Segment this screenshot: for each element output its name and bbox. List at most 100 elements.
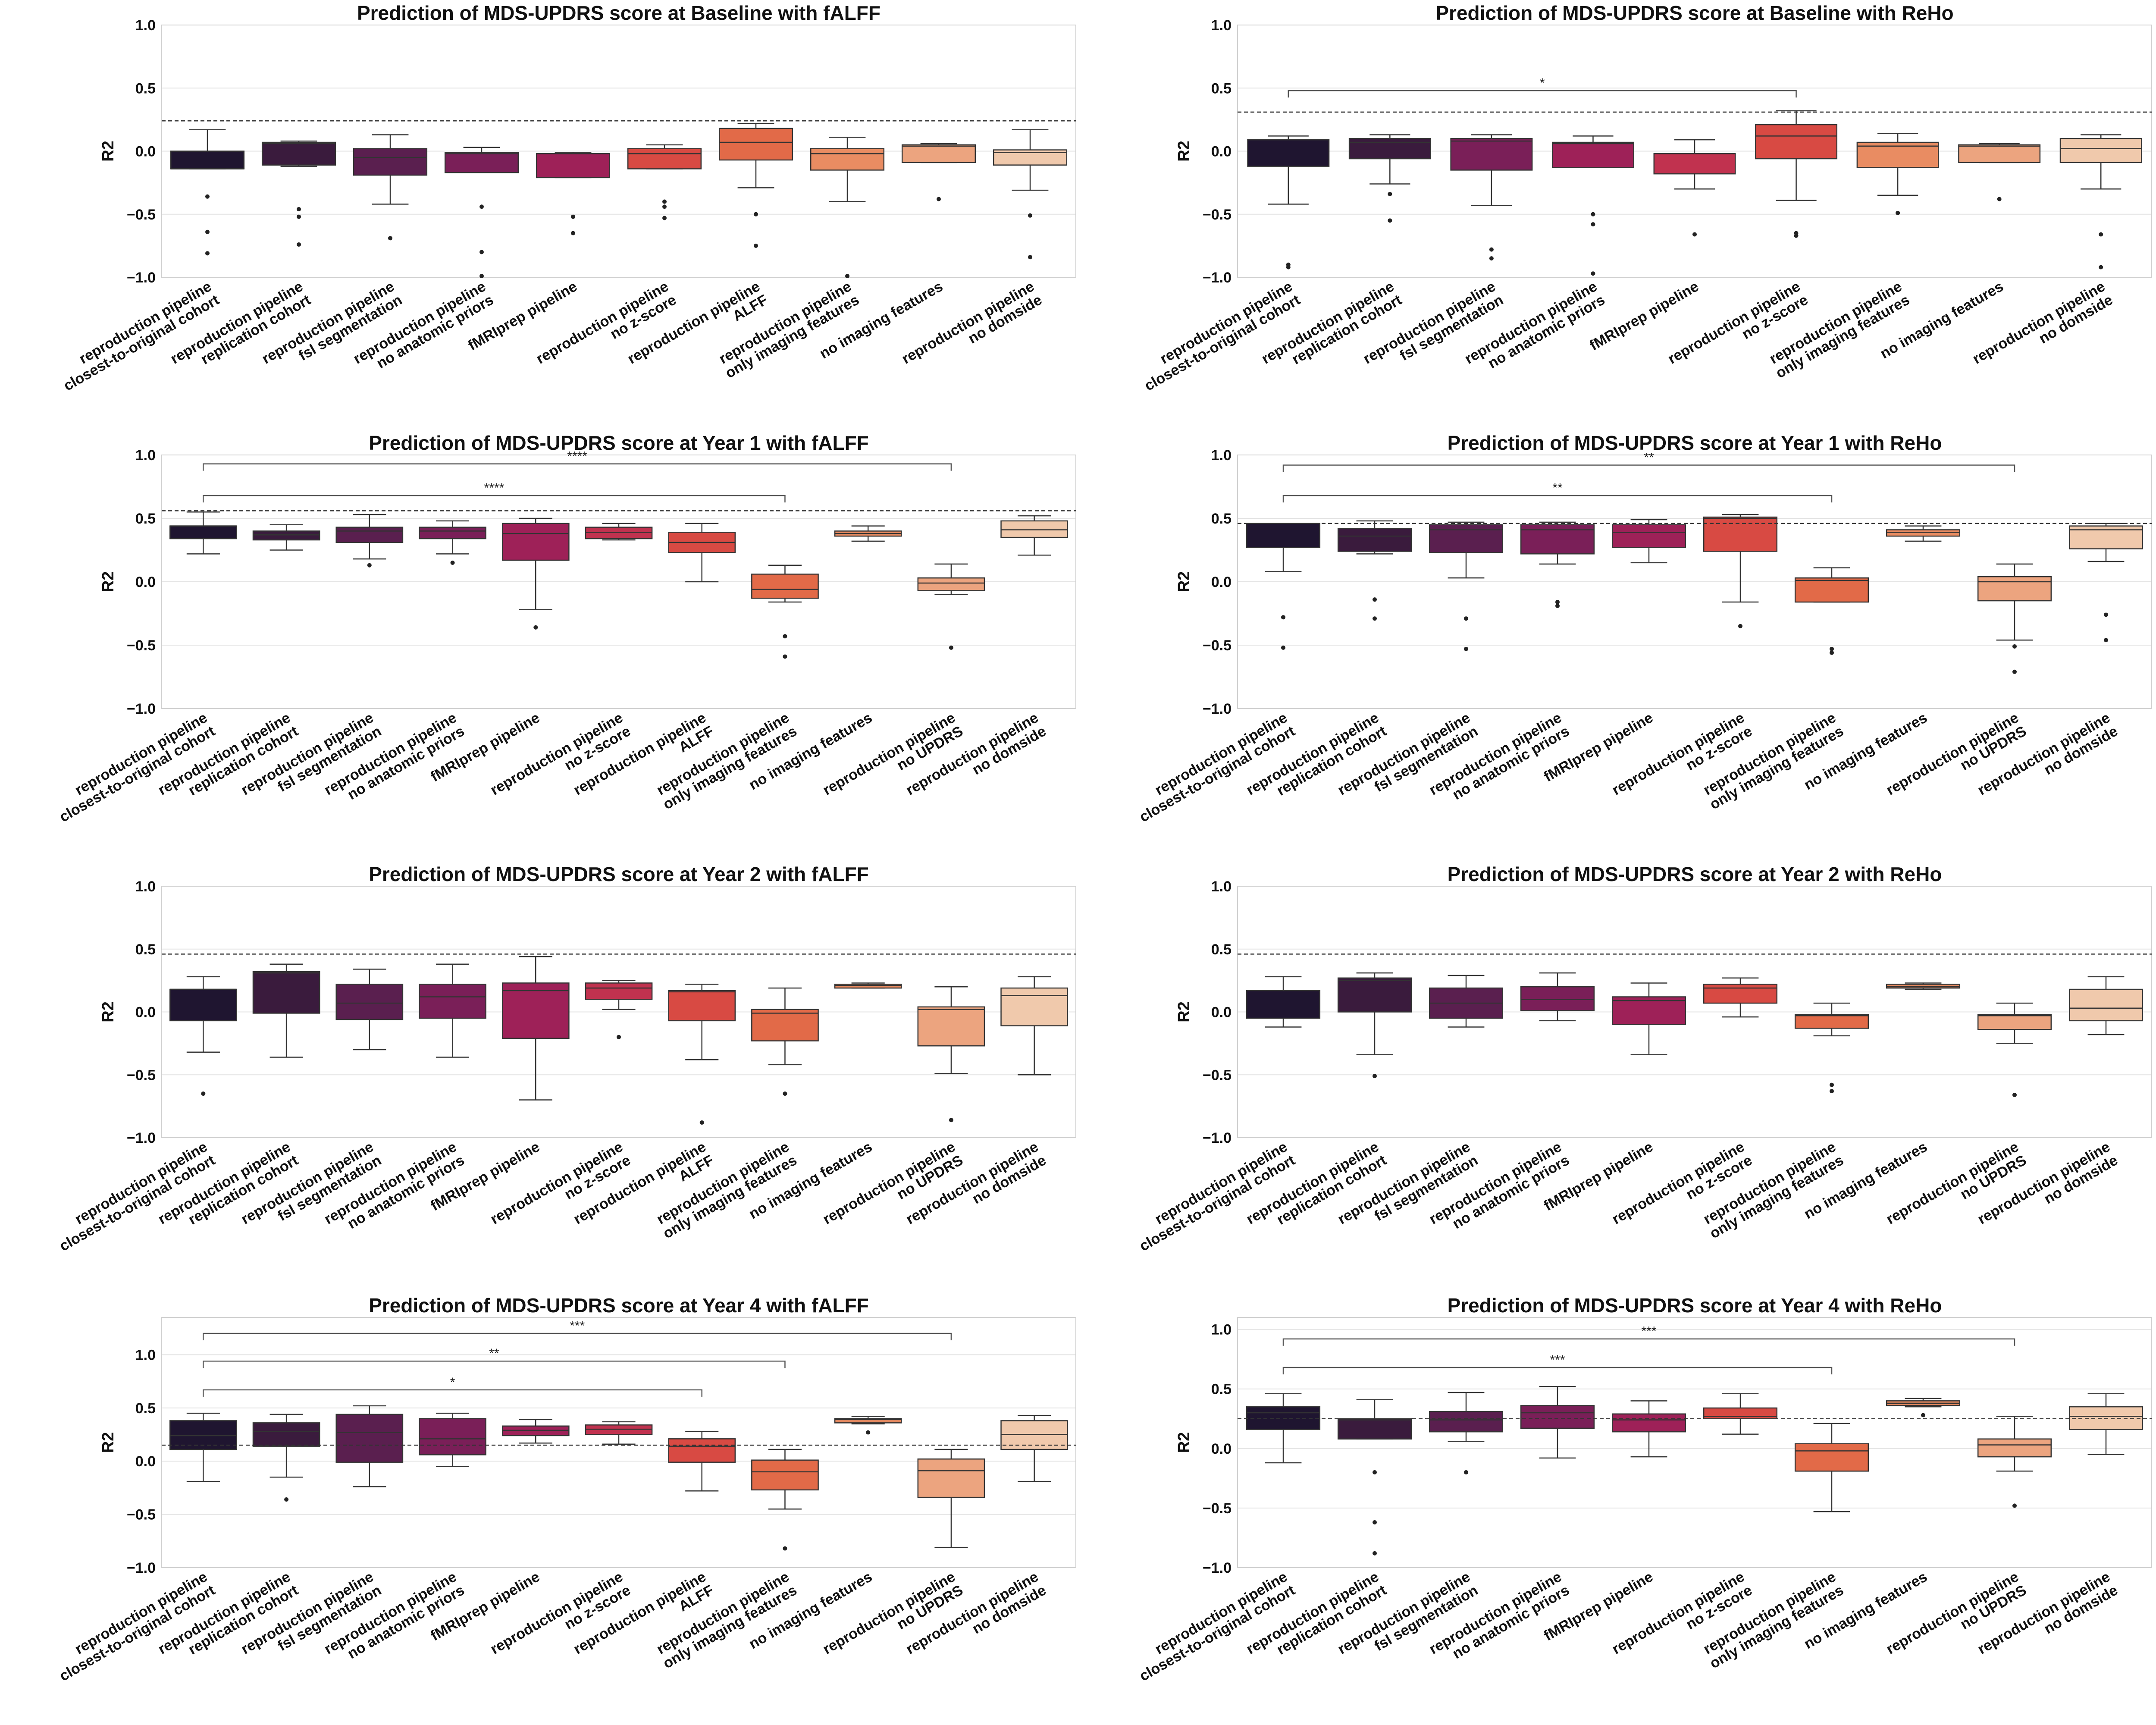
box-6 xyxy=(585,1421,653,1445)
outlier-point xyxy=(1489,247,1494,252)
box-body xyxy=(585,527,653,539)
outlier-point xyxy=(297,207,301,212)
y-tick-label: 0.5 xyxy=(1211,511,1232,527)
plot-frame xyxy=(1237,1317,2152,1568)
x-tick-label-line: reproduction pipeline xyxy=(654,1568,792,1658)
outlier-point xyxy=(1591,212,1595,216)
significance-bracket: * xyxy=(203,1375,702,1397)
box-5 xyxy=(501,956,570,1101)
box-body xyxy=(252,1422,320,1447)
outlier-point xyxy=(845,274,849,279)
box-body xyxy=(1429,524,1504,553)
y-tick-label: 1.0 xyxy=(1211,17,1232,34)
box-2 xyxy=(261,140,336,247)
outlier-point xyxy=(754,243,758,248)
box-body xyxy=(444,152,519,173)
box-7 xyxy=(1856,133,1939,215)
y-axis-label: R2 xyxy=(99,1432,117,1453)
box-7 xyxy=(1794,567,1869,655)
box-3 xyxy=(335,969,404,1051)
outlier-point xyxy=(949,1118,953,1123)
chart-title: Prediction of MDS-UPDRS score at Year 1 … xyxy=(369,432,869,454)
box-body xyxy=(751,1009,819,1041)
significance-bracket: **** xyxy=(203,449,952,471)
box-9 xyxy=(2059,134,2142,270)
box-6 xyxy=(585,523,653,541)
outlier-point xyxy=(1489,256,1494,261)
box-4 xyxy=(1520,972,1595,1022)
box-body xyxy=(1246,1406,1321,1430)
box-10 xyxy=(993,129,1068,260)
box-2 xyxy=(1337,972,1412,1079)
box-body xyxy=(1703,1407,1778,1420)
outlier-point xyxy=(783,654,787,659)
box-6 xyxy=(1703,514,1778,628)
box-7 xyxy=(668,523,736,583)
box-body xyxy=(1246,990,1321,1019)
significance-bracket: ** xyxy=(1282,451,2015,472)
box-9 xyxy=(1977,1415,2052,1508)
box-4 xyxy=(1520,1386,1595,1459)
chart-panel-3: −1.0 −0.5 0.0 0.5 1.0 Prediction of MDS-UPDRS… xyxy=(56,432,1076,825)
significance-label: *** xyxy=(1550,1353,1565,1367)
box-body xyxy=(1794,577,1869,603)
y-tick-label: 1.0 xyxy=(135,447,156,464)
box-8 xyxy=(810,137,885,279)
significance-bracket: * xyxy=(1288,76,1797,98)
outlier-point xyxy=(297,214,301,219)
y-tick-label: 0.5 xyxy=(1211,941,1232,958)
box-3 xyxy=(1450,134,1533,261)
outlier-point xyxy=(1464,616,1468,621)
outlier-point xyxy=(754,212,758,216)
outlier-point xyxy=(2012,669,2017,674)
outlier-point xyxy=(205,229,210,234)
x-tick-label-line: reproduction pipeline xyxy=(488,1138,626,1228)
outlier-point xyxy=(1921,1413,1925,1418)
box-8 xyxy=(1886,982,1961,990)
x-tick-label-line: reproduction pipeline xyxy=(488,1568,626,1658)
bracket-line xyxy=(1282,1338,2015,1346)
box-body xyxy=(2059,138,2142,163)
outlier-point xyxy=(2104,638,2108,643)
box-10 xyxy=(917,563,985,650)
box-body xyxy=(1337,1418,1412,1440)
box-3 xyxy=(335,514,404,568)
box-1 xyxy=(169,511,237,555)
y-tick-label: 0.5 xyxy=(135,941,156,958)
outlier-point xyxy=(1373,1551,1377,1556)
y-tick-label: −1.0 xyxy=(127,1560,156,1576)
box-body xyxy=(419,527,486,539)
outlier-point xyxy=(388,236,392,241)
y-tick-label: 1.0 xyxy=(1211,447,1232,464)
box-body xyxy=(1958,144,2041,163)
chart-title: Prediction of MDS-UPDRS score at Year 4 … xyxy=(369,1294,869,1317)
y-axis-label: R2 xyxy=(1175,141,1193,162)
box-4 xyxy=(419,520,486,565)
y-tick-label: 0.0 xyxy=(1211,144,1232,160)
bracket-line xyxy=(1288,90,1797,98)
box-9 xyxy=(1977,563,2052,674)
box-9 xyxy=(834,1416,902,1435)
box-8 xyxy=(1886,1398,1961,1418)
box-2 xyxy=(252,524,320,551)
box-body xyxy=(1794,1443,1869,1472)
box-9 xyxy=(834,525,902,542)
outlier-point xyxy=(450,560,455,565)
bracket-line xyxy=(203,1389,702,1397)
bracket-line xyxy=(203,1360,786,1368)
chart-panel-4: −1.0 −0.5 0.0 0.5 1.0 Prediction of MDS-UPDRS… xyxy=(1137,432,2152,825)
box-body xyxy=(1755,124,1838,160)
outlier-point xyxy=(2012,1092,2017,1097)
outlier-point xyxy=(662,199,667,204)
y-tick-label: −0.5 xyxy=(1203,1067,1232,1083)
x-tick-label-line: reproduction pipeline xyxy=(654,709,792,799)
significance-bracket: *** xyxy=(1282,1353,1833,1374)
y-tick-label: −0.5 xyxy=(127,637,156,654)
box-2 xyxy=(252,963,320,1058)
box-body xyxy=(536,153,611,179)
outlier-point xyxy=(1373,1520,1377,1525)
box-11 xyxy=(1000,976,1068,1076)
significance-label: **** xyxy=(484,481,505,495)
box-body xyxy=(917,577,985,591)
box-body xyxy=(170,151,245,169)
